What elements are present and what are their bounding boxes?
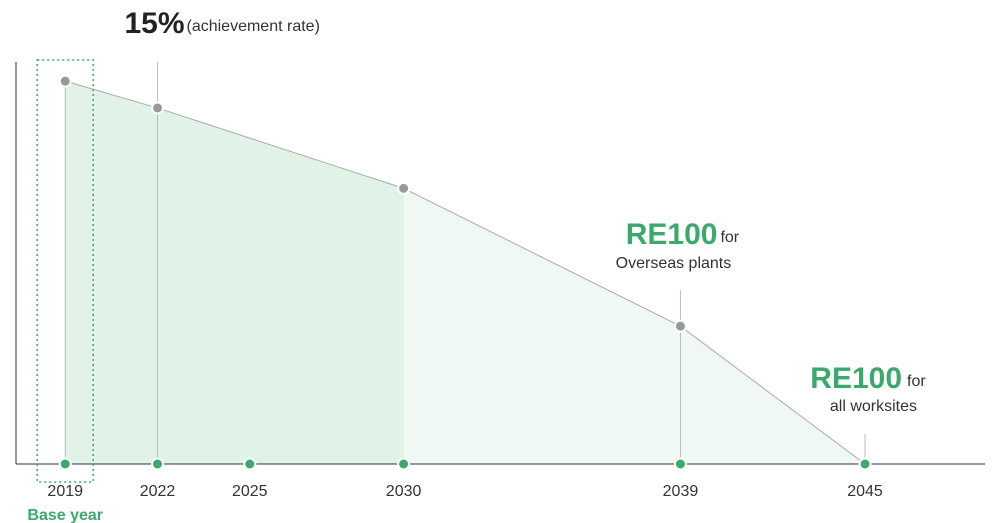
x-tick-label: 2039 (663, 483, 699, 500)
x-tick-mark (858, 457, 872, 471)
x-tick-label: 2045 (847, 483, 883, 500)
annotation-emphasis: 15% (124, 7, 184, 40)
annotation-text: Overseas plants (616, 255, 732, 272)
x-tick-label: 2019 (47, 483, 83, 500)
area-layer (65, 81, 866, 465)
base-year-label: Base year (27, 507, 103, 523)
x-tick-label: 2030 (386, 483, 422, 500)
annotation-text: for (720, 229, 739, 246)
annotation-emphasis: RE100 (810, 362, 902, 395)
mark-layer (36, 59, 872, 483)
area-highlight (65, 81, 404, 465)
x-tick-label: 2025 (232, 483, 268, 500)
base-year-box (36, 59, 94, 483)
annotation-text: (achievement rate) (187, 18, 320, 35)
x-tick-mark (397, 457, 411, 471)
annotation-emphasis: RE100 (626, 218, 718, 251)
x-tick-label: 2022 (140, 483, 176, 500)
data-point (151, 101, 165, 115)
data-point (397, 181, 411, 195)
annotation-text: for (907, 373, 926, 390)
annotation-text: all worksites (830, 398, 917, 415)
x-tick-mark (673, 457, 687, 471)
data-point (58, 74, 72, 88)
x-tick-mark (58, 457, 72, 471)
x-tick-mark (243, 457, 257, 471)
data-point (673, 319, 687, 333)
x-tick-mark (151, 457, 165, 471)
